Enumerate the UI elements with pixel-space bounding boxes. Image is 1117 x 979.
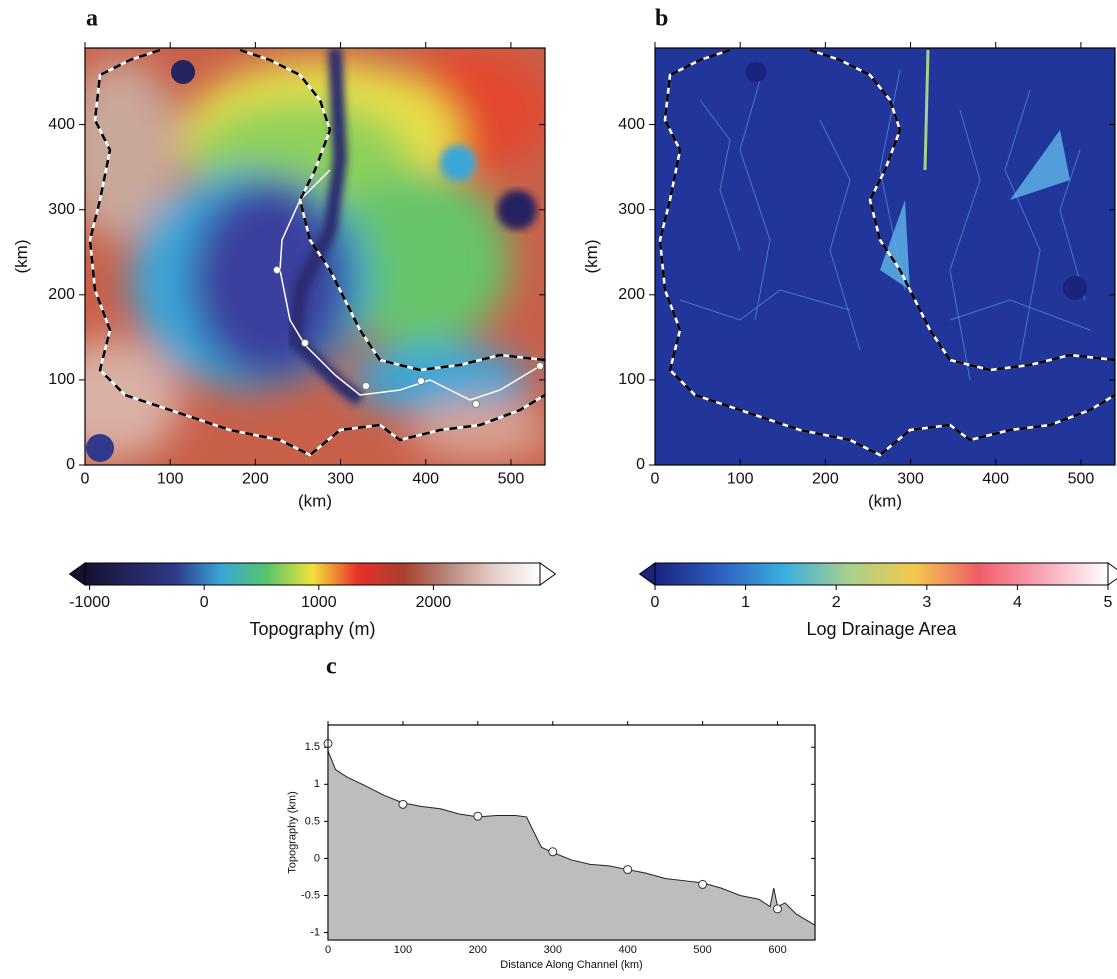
colorbar-under [638, 562, 656, 586]
plot-frame [327, 724, 816, 941]
profile-area [328, 750, 815, 940]
x-axis-label: (km) [868, 491, 902, 510]
x-tick-label: 500 [1068, 471, 1095, 488]
colorbar [84, 562, 541, 586]
y-axis-label: (km) [582, 240, 601, 274]
x-axis-label: (km) [298, 491, 332, 510]
profile-line [327, 750, 816, 926]
colorbar-under [68, 562, 86, 586]
x-tick-label: 200 [469, 944, 487, 956]
y-axis-label: (km) [12, 240, 31, 274]
x-axis-label: Distance Along Channel (km) [500, 959, 642, 971]
panel-label: a [86, 6, 98, 32]
panel-label: b [655, 6, 668, 32]
y-axis-label: Topography (km) [287, 791, 299, 874]
x-tick-label: 100 [157, 471, 184, 488]
map-a-image [85, 48, 545, 465]
x-tick-label: 300 [897, 471, 924, 488]
colorbar-tick-label: 5 [1104, 594, 1113, 611]
plot-frame [654, 47, 1116, 466]
x-tick-label: 400 [619, 944, 637, 956]
colorbar-label: Log Drainage Area [806, 619, 957, 639]
x-tick-label: 200 [812, 471, 839, 488]
x-tick-label: 100 [727, 471, 754, 488]
x-tick-label: 500 [693, 944, 711, 956]
x-tick-label: 400 [982, 471, 1009, 488]
y-tick-label: 0.5 [305, 815, 320, 827]
colorbar-tick-label: 0 [200, 594, 209, 611]
channel-point [773, 904, 783, 914]
plot-frame [84, 47, 546, 466]
x-tick-label: 0 [651, 471, 660, 488]
y-tick-label: 100 [48, 371, 75, 388]
y-tick-label: 0 [66, 456, 75, 473]
y-tick-label: 300 [618, 201, 645, 218]
y-tick-label: 1.5 [305, 741, 320, 753]
basin-boundary [88, 48, 545, 457]
panel-label: c [326, 654, 337, 680]
y-tick-label: 300 [48, 201, 75, 218]
y-tick-label: 400 [618, 116, 645, 133]
y-tick-label: 100 [618, 371, 645, 388]
x-tick-label: 300 [327, 471, 354, 488]
colorbar-over [539, 562, 557, 586]
channel-point [698, 879, 708, 889]
channel-point [473, 811, 483, 821]
colorbar-label: Topography (m) [249, 619, 375, 639]
x-tick-label: 500 [498, 471, 525, 488]
x-tick-label: 0 [325, 944, 331, 956]
x-tick-label: 100 [394, 944, 412, 956]
channel-point [623, 865, 633, 875]
colorbar-tick-label: -1000 [69, 594, 110, 611]
basin-boundary-b [658, 48, 1115, 457]
colorbar-tick-label: 1000 [301, 594, 337, 611]
colorbar-tick-label: 2000 [416, 594, 452, 611]
x-tick-label: 200 [242, 471, 269, 488]
map-b-image [655, 48, 1115, 465]
x-tick-label: 0 [81, 471, 90, 488]
colorbar-tick-label: 2 [832, 594, 841, 611]
colorbar-tick-label: 3 [922, 594, 931, 611]
y-tick-label: 1 [314, 778, 320, 790]
colorbar-over [1107, 562, 1117, 586]
colorbar-tick-label: 0 [651, 594, 660, 611]
y-tick-label: 200 [618, 286, 645, 303]
x-tick-label: 600 [768, 944, 786, 956]
y-tick-label: 0 [314, 852, 320, 864]
colorbar-tick-label: 1 [741, 594, 750, 611]
colorbar-tick-label: 4 [1013, 594, 1022, 611]
y-tick-label: 400 [48, 116, 75, 133]
colorbar [654, 562, 1109, 586]
y-tick-label: -1 [310, 926, 320, 938]
channel-point [398, 799, 408, 809]
x-tick-label: 400 [412, 471, 439, 488]
y-tick-label: -0.5 [301, 889, 320, 901]
y-tick-label: 0 [636, 456, 645, 473]
channel-point [548, 847, 558, 857]
x-tick-label: 300 [544, 944, 562, 956]
y-tick-label: 200 [48, 286, 75, 303]
